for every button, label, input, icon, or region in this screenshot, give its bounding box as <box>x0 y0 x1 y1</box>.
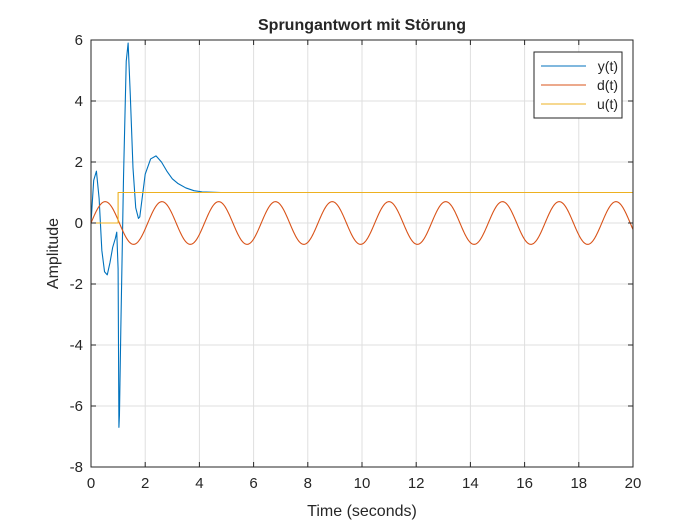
x-tick-label: 0 <box>87 475 95 492</box>
x-tick-label: 2 <box>141 475 149 492</box>
x-tick-label: 10 <box>354 475 371 492</box>
chart-title: Sprungantwort mit Störung <box>258 17 466 34</box>
y-tick-label: -4 <box>70 337 83 354</box>
x-tick-label: 4 <box>195 475 203 492</box>
series-line-ut <box>91 191 633 224</box>
x-tick-label: 6 <box>249 475 257 492</box>
y-tick-label: 4 <box>75 93 83 110</box>
x-tick-label: 8 <box>304 475 312 492</box>
x-tick-label: 16 <box>516 475 533 492</box>
y-tick-label: -2 <box>70 276 83 293</box>
x-tick-label: 14 <box>462 475 479 492</box>
x-tick-label: 20 <box>625 475 642 492</box>
legend-label: u(t) <box>597 96 618 112</box>
y-tick-label: -8 <box>70 459 83 476</box>
legend-label: d(t) <box>597 77 618 93</box>
ticks: 0 2 4 6 8 10 12 14 16 18 20 -8 -6 -4 -2 0 2 4 6 <box>70 32 642 492</box>
legend-label: y(t) <box>598 58 618 74</box>
series-layer <box>91 42 633 428</box>
x-tick-label: 12 <box>408 475 425 492</box>
y-tick-label: 0 <box>75 215 83 232</box>
series-line-yt <box>91 42 633 428</box>
legend: y(t) d(t) u(t) <box>533 51 623 119</box>
x-axis-label: Time (seconds) <box>307 503 417 520</box>
y-axis-label: Amplitude <box>45 218 62 289</box>
series-line-dt <box>91 201 633 245</box>
x-tick-label: 18 <box>570 475 587 492</box>
y-tick-label: -6 <box>70 398 83 415</box>
y-tick-label: 2 <box>75 154 83 171</box>
y-tick-label: 6 <box>75 32 83 49</box>
